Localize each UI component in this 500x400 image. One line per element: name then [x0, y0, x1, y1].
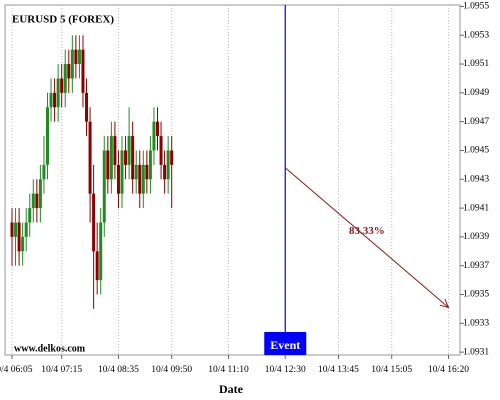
candle-body	[159, 136, 163, 165]
x-tick-label: 10/4 12:30	[265, 365, 306, 375]
x-tick-label: 10/4 09:50	[151, 365, 192, 375]
candle-body	[99, 222, 103, 281]
y-tick-label: 1.0949	[463, 88, 489, 98]
candle-body	[113, 136, 117, 165]
candle-body	[163, 164, 167, 180]
forecast-arrow	[284, 167, 449, 308]
candle-body	[141, 164, 145, 194]
candle-body	[138, 164, 142, 194]
y-tick-label: 1.0951	[463, 59, 489, 69]
candle-body	[156, 121, 159, 137]
y-tick-label: 1.0947	[463, 117, 489, 127]
candle-body	[70, 49, 74, 79]
candle-body	[53, 92, 57, 108]
candle-body	[63, 64, 67, 93]
candle-body	[35, 193, 39, 209]
candle-body	[45, 107, 49, 165]
candle-body	[127, 136, 131, 165]
event-label: Event	[270, 338, 300, 352]
y-tick-label: 1.0931	[463, 347, 489, 357]
candle-body	[106, 150, 110, 180]
candle-body	[28, 208, 32, 223]
candle-body	[14, 222, 18, 237]
candle-body	[145, 164, 149, 180]
candle-body	[17, 222, 21, 252]
x-axis-label: Date	[219, 382, 244, 396]
candle-body	[24, 222, 28, 237]
candle-body	[166, 150, 170, 180]
candle-body	[120, 150, 124, 194]
x-tick-label: 10/4 13:45	[318, 365, 359, 375]
candle-body	[170, 150, 174, 165]
y-tick-label: 1.0953	[463, 30, 489, 40]
watermark: www.delkos.com	[14, 343, 86, 354]
x-tick-label: 10/4 15:05	[371, 365, 412, 375]
candle-body	[152, 121, 156, 151]
candle-body	[56, 78, 60, 108]
y-tick-label: 1.0933	[463, 319, 489, 329]
chart-title: EURUSD 5 (FOREX)	[12, 14, 114, 26]
x-tick-label: 10/4 16:20	[428, 365, 469, 375]
forecast-label: 83.33%	[349, 225, 385, 237]
candle-body	[38, 179, 42, 209]
candle-body	[102, 150, 106, 223]
candle-body	[85, 92, 89, 122]
y-tick-label: 1.0943	[463, 174, 489, 184]
y-tick-label: 1.0955	[463, 2, 489, 12]
candle-body	[77, 49, 81, 65]
candle-body	[134, 164, 138, 180]
candle-body	[42, 164, 46, 180]
candle-body	[124, 150, 128, 165]
candle-body	[95, 251, 99, 281]
candle-body	[131, 136, 135, 180]
candle-body	[88, 121, 92, 194]
candle-body	[67, 64, 71, 79]
event-box	[264, 332, 307, 355]
candle-body	[10, 222, 14, 237]
candle-body	[74, 49, 78, 65]
candle-body	[116, 164, 120, 194]
y-tick-label: 1.0939	[463, 232, 489, 242]
candle-body	[31, 193, 35, 209]
x-tick-label: 10/4 08:35	[98, 365, 139, 375]
x-tick-label: 10/4 07:15	[41, 365, 82, 375]
candle-body	[60, 78, 64, 93]
candle-body	[21, 236, 25, 252]
candle-body	[81, 49, 85, 93]
x-tick-label: 10/4 11:10	[208, 365, 249, 375]
candle-body	[92, 193, 96, 252]
y-tick-label: 1.0941	[463, 203, 489, 213]
x-tick-label: 10/4 06:05	[0, 365, 33, 375]
y-tick-label: 1.0935	[463, 290, 489, 300]
candle-body	[109, 136, 113, 180]
y-tick-label: 1.0945	[463, 146, 489, 156]
candle-body	[148, 150, 152, 180]
arrow-head	[439, 299, 450, 309]
candle-body	[49, 92, 53, 108]
y-tick-label: 1.0937	[463, 261, 489, 271]
